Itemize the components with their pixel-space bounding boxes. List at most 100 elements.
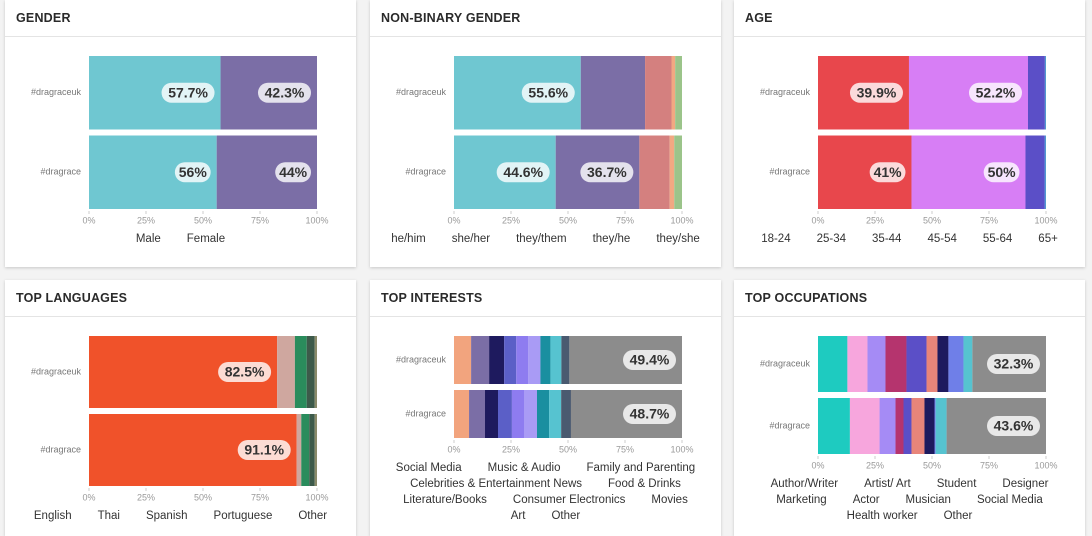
bar-segment [963,336,973,392]
label-pill [968,82,1022,103]
bar-segment [674,135,682,209]
x-tick-label: 25% [502,444,520,454]
bar-segment [1044,56,1046,130]
legend: he/him she/her they/them they/he they/she [390,231,701,247]
bar-segment [528,336,541,384]
bar-segment [1044,135,1046,209]
x-tick-label: 0% [447,215,460,225]
bar-segment [671,56,676,130]
legend: Male Female [25,231,336,247]
x-tick-label: 75% [980,460,998,470]
bar-segment [1025,135,1045,209]
value-label: 44% [279,164,308,180]
bar-segment [516,336,529,384]
bar-segment [639,135,670,209]
value-label: 43.6% [994,418,1034,434]
legend-entry: they/she [656,233,700,245]
legend-entry: they/he [592,233,631,245]
bar-segment [277,336,295,408]
chart-panel: AGE 0% 25% 50% 75% 100% #dragraceuk 39.9% 52.2% #… [734,0,1085,267]
bar-segment [879,398,896,454]
x-tick-label: 100% [670,215,693,225]
bar-segment [523,390,537,438]
category-label: #dragraceuk [760,358,811,368]
chart-title: TOP LANGUAGES [16,291,128,305]
bar-segment [924,398,935,454]
label-pill [218,362,272,382]
x-tick-label: 75% [980,215,998,225]
x-tick-label: 50% [923,215,941,225]
bar-segment [926,336,938,392]
legend-entry: Designer [1002,478,1049,490]
legend-entry: Female [186,233,226,245]
chart-title: AGE [745,11,773,25]
bar-segment [550,336,562,384]
label-pill [849,82,903,103]
bar-segment [885,336,907,392]
x-tick-label: 0% [82,492,95,502]
legend-entry: Spanish [145,510,188,522]
value-label: 55.6% [528,84,568,100]
value-label: 44.6% [503,164,543,180]
label-pill [258,82,311,103]
legend-entry: 65+ [1038,233,1058,245]
bar-segment [540,336,551,384]
value-label: 52.2% [976,84,1016,100]
bar-segment [948,336,964,392]
legend-entry: 18-24 [761,233,791,245]
chart-panel: TOP OCCUPATIONS 0% 25% 50% 75% 100% #dragraceu… [734,280,1085,536]
label-pill [174,162,211,183]
panel-header: TOP LANGUAGES [5,280,356,317]
category-label: #dragrace [769,167,810,177]
value-label: 56% [179,164,208,180]
bar-segment [309,414,315,486]
legend-entry: Social Media [976,494,1043,506]
panel-header: TOP OCCUPATIONS [734,280,1085,317]
label-pill [869,162,906,183]
label-pill [496,162,550,183]
bar-segment [301,414,310,486]
x-tick-label: 25% [137,215,155,225]
legend-entry: English [33,510,72,522]
legend-entry: Family and Parenting [586,462,696,474]
value-label: 39.9% [857,84,897,100]
chart-title: NON-BINARY GENDER [381,11,521,25]
value-label: 32.3% [994,356,1034,372]
value-label: 91.1% [244,442,284,458]
legend-entry: 25-34 [816,233,847,245]
legend-entry: Portuguese [213,510,273,522]
chart: 0% 25% 50% 75% 100% #dragraceuk 57.7% 42.3% #dra… [31,56,329,225]
x-tick-label: 100% [670,444,693,454]
label-pill [983,162,1020,183]
legend-entry: 55-64 [982,233,1013,245]
legend-entry: 35-44 [872,233,902,245]
x-tick-label: 50% [559,444,577,454]
legend-entry: Social Media [395,462,462,474]
legend: 18-24 25-34 35-44 45-54 55-64 65+ [754,231,1065,247]
legend-entry: Celebrities & Entertainment News [410,478,583,490]
legend-entry: Musician [905,494,951,506]
panel-header: GENDER [5,0,356,37]
legend-entry: Thai [97,510,120,522]
bar-segment [489,336,505,384]
x-tick-label: 25% [866,215,884,225]
chart-title: GENDER [16,11,71,25]
bar-segment [498,390,512,438]
x-tick-label: 50% [194,215,212,225]
bar-segment [895,398,904,454]
legend-entry: Movies [651,494,688,506]
legend: Author/Writer Artist/ Art Student Designer M… [754,476,1065,524]
chart: 0% 25% 50% 75% 100% #dragraceuk 39.9% 52.2% #dra… [760,56,1058,225]
label-pill [521,82,575,103]
legend-entry: Student [936,478,977,490]
x-tick-label: 0% [447,444,460,454]
chart-title: TOP INTERESTS [381,291,483,305]
legend-entry: Other [298,510,328,522]
label-pill [580,162,634,183]
bar-segment [454,390,470,438]
value-label: 41% [874,164,903,180]
legend-entry: Literature/Books [403,494,487,506]
legend-entry: Art [510,510,526,522]
bar-segment [911,398,925,454]
x-tick-label: 100% [1034,460,1057,470]
